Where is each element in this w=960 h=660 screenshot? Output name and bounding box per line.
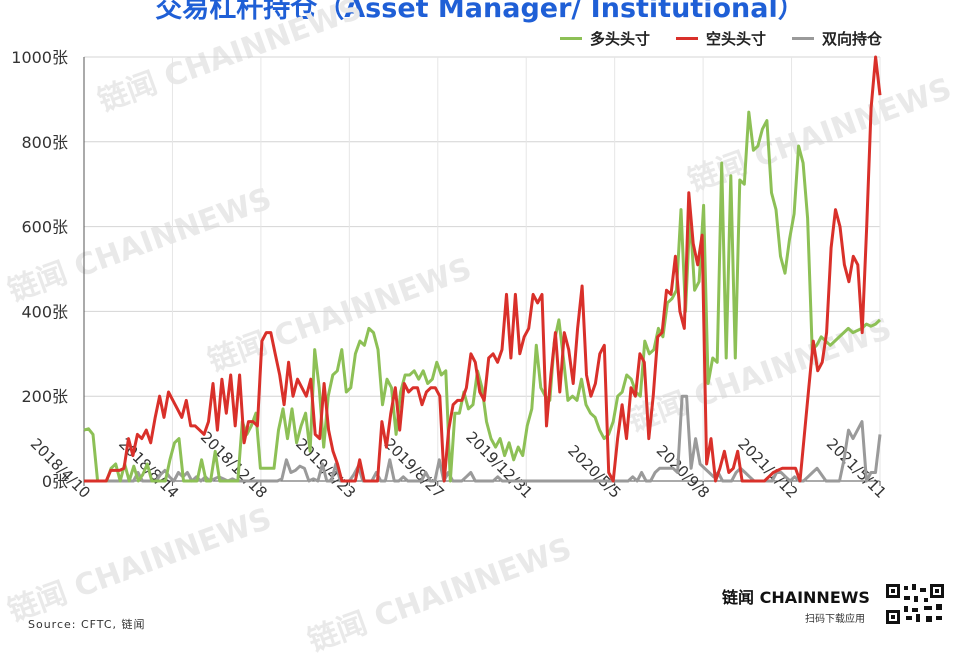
legend: 多头头寸 空头头寸 双向持仓	[560, 28, 882, 48]
legend-item-short: 空头头寸	[676, 28, 766, 48]
legend-item-spread: 双向持仓	[792, 28, 882, 48]
y-tick-label: 200张	[21, 387, 68, 406]
series-line-spread	[84, 394, 882, 483]
source-note: Source: CFTC, 链闻	[28, 618, 146, 631]
legend-label-long: 多头头寸	[590, 29, 651, 48]
y-tick-label: 400张	[21, 302, 68, 321]
legend-label-short: 空头头寸	[706, 29, 767, 48]
series-line-short	[84, 55, 882, 483]
legend-item-long: 多头头寸	[560, 28, 650, 48]
series-line-long	[83, 110, 882, 483]
brand-block: 链闻 CHAINNEWS 扫码下载应用	[722, 584, 870, 625]
y-tick-label: 0张	[42, 472, 68, 491]
legend-label-spread: 双向持仓	[822, 29, 883, 48]
y-tick-label: 800张	[21, 133, 68, 152]
y-tick-label: 1000张	[11, 48, 68, 67]
chart-title: 交易杠杆持仓（Asset Manager/ Institutional）	[155, 0, 805, 24]
brand-name: 链闻 CHAINNEWS	[722, 588, 870, 607]
brand-subtitle: 扫码下载应用	[805, 614, 865, 625]
y-tick-label: 600张	[21, 218, 68, 237]
qr-code-icon	[884, 582, 946, 626]
x-tick-label: 2020/9/8	[653, 441, 713, 501]
legend-swatch-short	[676, 36, 699, 40]
legend-swatch-long	[560, 36, 582, 40]
legend-swatch-spread	[792, 36, 815, 40]
